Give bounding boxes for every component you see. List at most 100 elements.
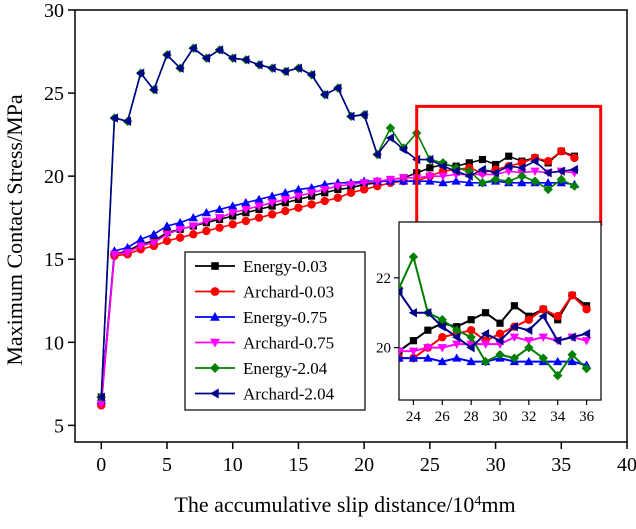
data-point [149, 85, 158, 95]
x-axis-title-exponent: 4 [474, 494, 481, 509]
data-point [109, 250, 120, 259]
inset-data-point [553, 335, 562, 346]
x-tick-label: 20 [354, 454, 374, 476]
x-tick-label: 5 [162, 454, 172, 476]
inset-data-point [452, 332, 461, 342]
inset-data-point [539, 305, 548, 314]
inset-data-point [480, 340, 491, 349]
y-tick-label: 10 [44, 332, 64, 354]
data-point [490, 168, 500, 178]
inset-data-point [399, 287, 403, 297]
data-point [267, 191, 277, 200]
data-point [136, 68, 145, 78]
x-tick-label: 35 [551, 454, 571, 476]
legend-item: Archard-0.03 [195, 283, 334, 302]
x-axis-title: The accumulative slip distance/104mm [174, 492, 515, 517]
data-point [188, 213, 198, 222]
data-point [504, 176, 514, 186]
data-point [228, 209, 238, 218]
data-point [556, 174, 566, 185]
inset-data-point [581, 329, 591, 339]
inset-x-tick-label: 26 [435, 409, 451, 425]
inset-data-point [466, 342, 475, 353]
inset-data-point [423, 344, 433, 353]
data-point [569, 164, 578, 175]
inset-data-point [408, 308, 417, 318]
data-point [517, 178, 527, 187]
data-point [214, 214, 225, 223]
inset-data-point [408, 353, 419, 362]
data-point [504, 161, 513, 171]
inset-series-energy-0-75 [399, 353, 592, 369]
data-point [228, 53, 237, 63]
data-point [451, 166, 460, 176]
data-point [543, 178, 553, 187]
data-point [464, 166, 474, 176]
inset-y-tick-label: 20 [376, 341, 391, 357]
inset-series-archard-2-04 [399, 287, 591, 353]
data-point [477, 178, 488, 188]
inset-data-point [553, 312, 562, 321]
inset-data-point [509, 353, 520, 363]
data-point [175, 233, 185, 242]
data-point [307, 200, 316, 209]
inset-x-tick-label: 34 [550, 409, 566, 425]
legend-label: Energy-2.04 [243, 359, 328, 378]
inset-data-point [409, 337, 418, 345]
inset-data-point [437, 322, 446, 332]
inset-data-point [524, 337, 534, 346]
y-tick-label: 20 [44, 166, 64, 188]
data-point [359, 179, 369, 188]
legend-item: Energy-0.03 [195, 257, 327, 276]
x-tick-label: 0 [96, 454, 106, 476]
data-point [333, 83, 342, 93]
data-point [517, 163, 526, 173]
data-point [306, 183, 317, 192]
data-point [346, 188, 356, 197]
inset-data-point [408, 347, 419, 356]
data-point [267, 210, 277, 219]
data-point [438, 172, 448, 181]
data-point [96, 400, 106, 409]
inset-data-point [438, 332, 447, 342]
data-point [293, 63, 302, 73]
inset-data-point [495, 329, 505, 338]
data-point [306, 70, 316, 80]
data-point [293, 192, 304, 201]
data-point [228, 201, 238, 210]
data-point [359, 185, 369, 194]
legend-item: Energy-0.75 [195, 308, 327, 327]
y-axis-title: Maximum Contact Stress/MPa [2, 94, 27, 366]
inset-data-point [452, 353, 462, 362]
inset-data-point [567, 332, 576, 342]
legend-marker [210, 338, 220, 348]
x-tick-label: 25 [420, 454, 440, 476]
inset-data-point [399, 353, 404, 362]
data-point [359, 109, 368, 120]
legend-item: Archard-2.04 [195, 385, 335, 404]
data-point [214, 45, 224, 55]
data-point [96, 392, 105, 402]
data-point [372, 149, 381, 160]
inset-data-point [495, 335, 504, 346]
data-point [228, 220, 237, 229]
inset-frame [398, 221, 602, 401]
legend: Energy-0.03 Archard-0.03 Energy-0.75 Archar… [184, 251, 366, 411]
x-axis-title-unit: mm [481, 492, 515, 517]
data-point [214, 204, 225, 213]
data-point [280, 195, 290, 205]
data-point [175, 217, 185, 227]
inset-data-point [509, 333, 520, 342]
data-point [543, 157, 553, 166]
data-point [320, 179, 330, 188]
data-point [464, 178, 474, 187]
y-tick-label: 30 [44, 0, 64, 22]
data-point [372, 177, 382, 186]
data-point [241, 205, 251, 215]
data-point [385, 123, 396, 133]
data-point [333, 193, 343, 202]
inset-data-point [437, 356, 447, 366]
data-point [557, 147, 566, 156]
inset-data-point [481, 309, 490, 317]
data-point [385, 133, 394, 143]
